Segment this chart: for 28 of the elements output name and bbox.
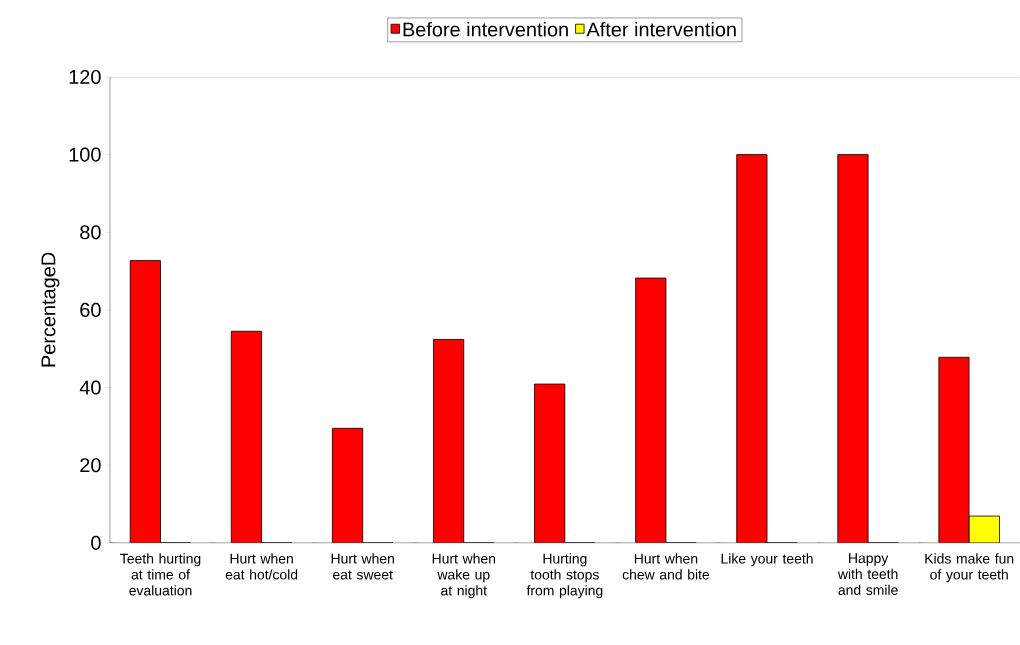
x-tick-label: Like your teeth (721, 553, 813, 567)
y-tick-label: 80 (80, 225, 101, 240)
bar (938, 356, 970, 543)
bar (635, 277, 667, 543)
x-tick-label: Kids make fun of your teeth (925, 553, 1014, 583)
y-tick-label: 20 (80, 458, 101, 473)
x-tick-label: Hurt when wake up at night (432, 553, 496, 599)
bar (331, 428, 364, 543)
legend-label: After intervention (586, 22, 736, 37)
legend-label: Before intervention (403, 22, 568, 37)
bar (736, 154, 768, 543)
bar (230, 330, 263, 543)
y-tick-label: 120 (69, 70, 101, 85)
x-tick-label: Hurt when eat sweet (331, 553, 394, 580)
bar (837, 154, 869, 543)
bar (534, 383, 566, 543)
y-tick-label: 0 (91, 535, 101, 550)
x-tick-label: Happy with teeth and smile (837, 553, 898, 596)
y-tick-label: 40 (79, 380, 101, 395)
bar (129, 260, 161, 543)
x-tick-label: Teeth hurting at time of evaluation (120, 553, 201, 596)
y-tick-label: 60 (80, 302, 101, 318)
y-tick-label: 100 (69, 147, 101, 162)
bar (433, 339, 465, 543)
x-tick-label: Hurt when chew and bite (622, 553, 710, 580)
y-axis-title: PercentageD (41, 252, 60, 367)
x-tick-label: Hurt when eat hot/cold (225, 553, 298, 580)
x-tick-label: Hurting tooth stops from playing (526, 553, 603, 599)
